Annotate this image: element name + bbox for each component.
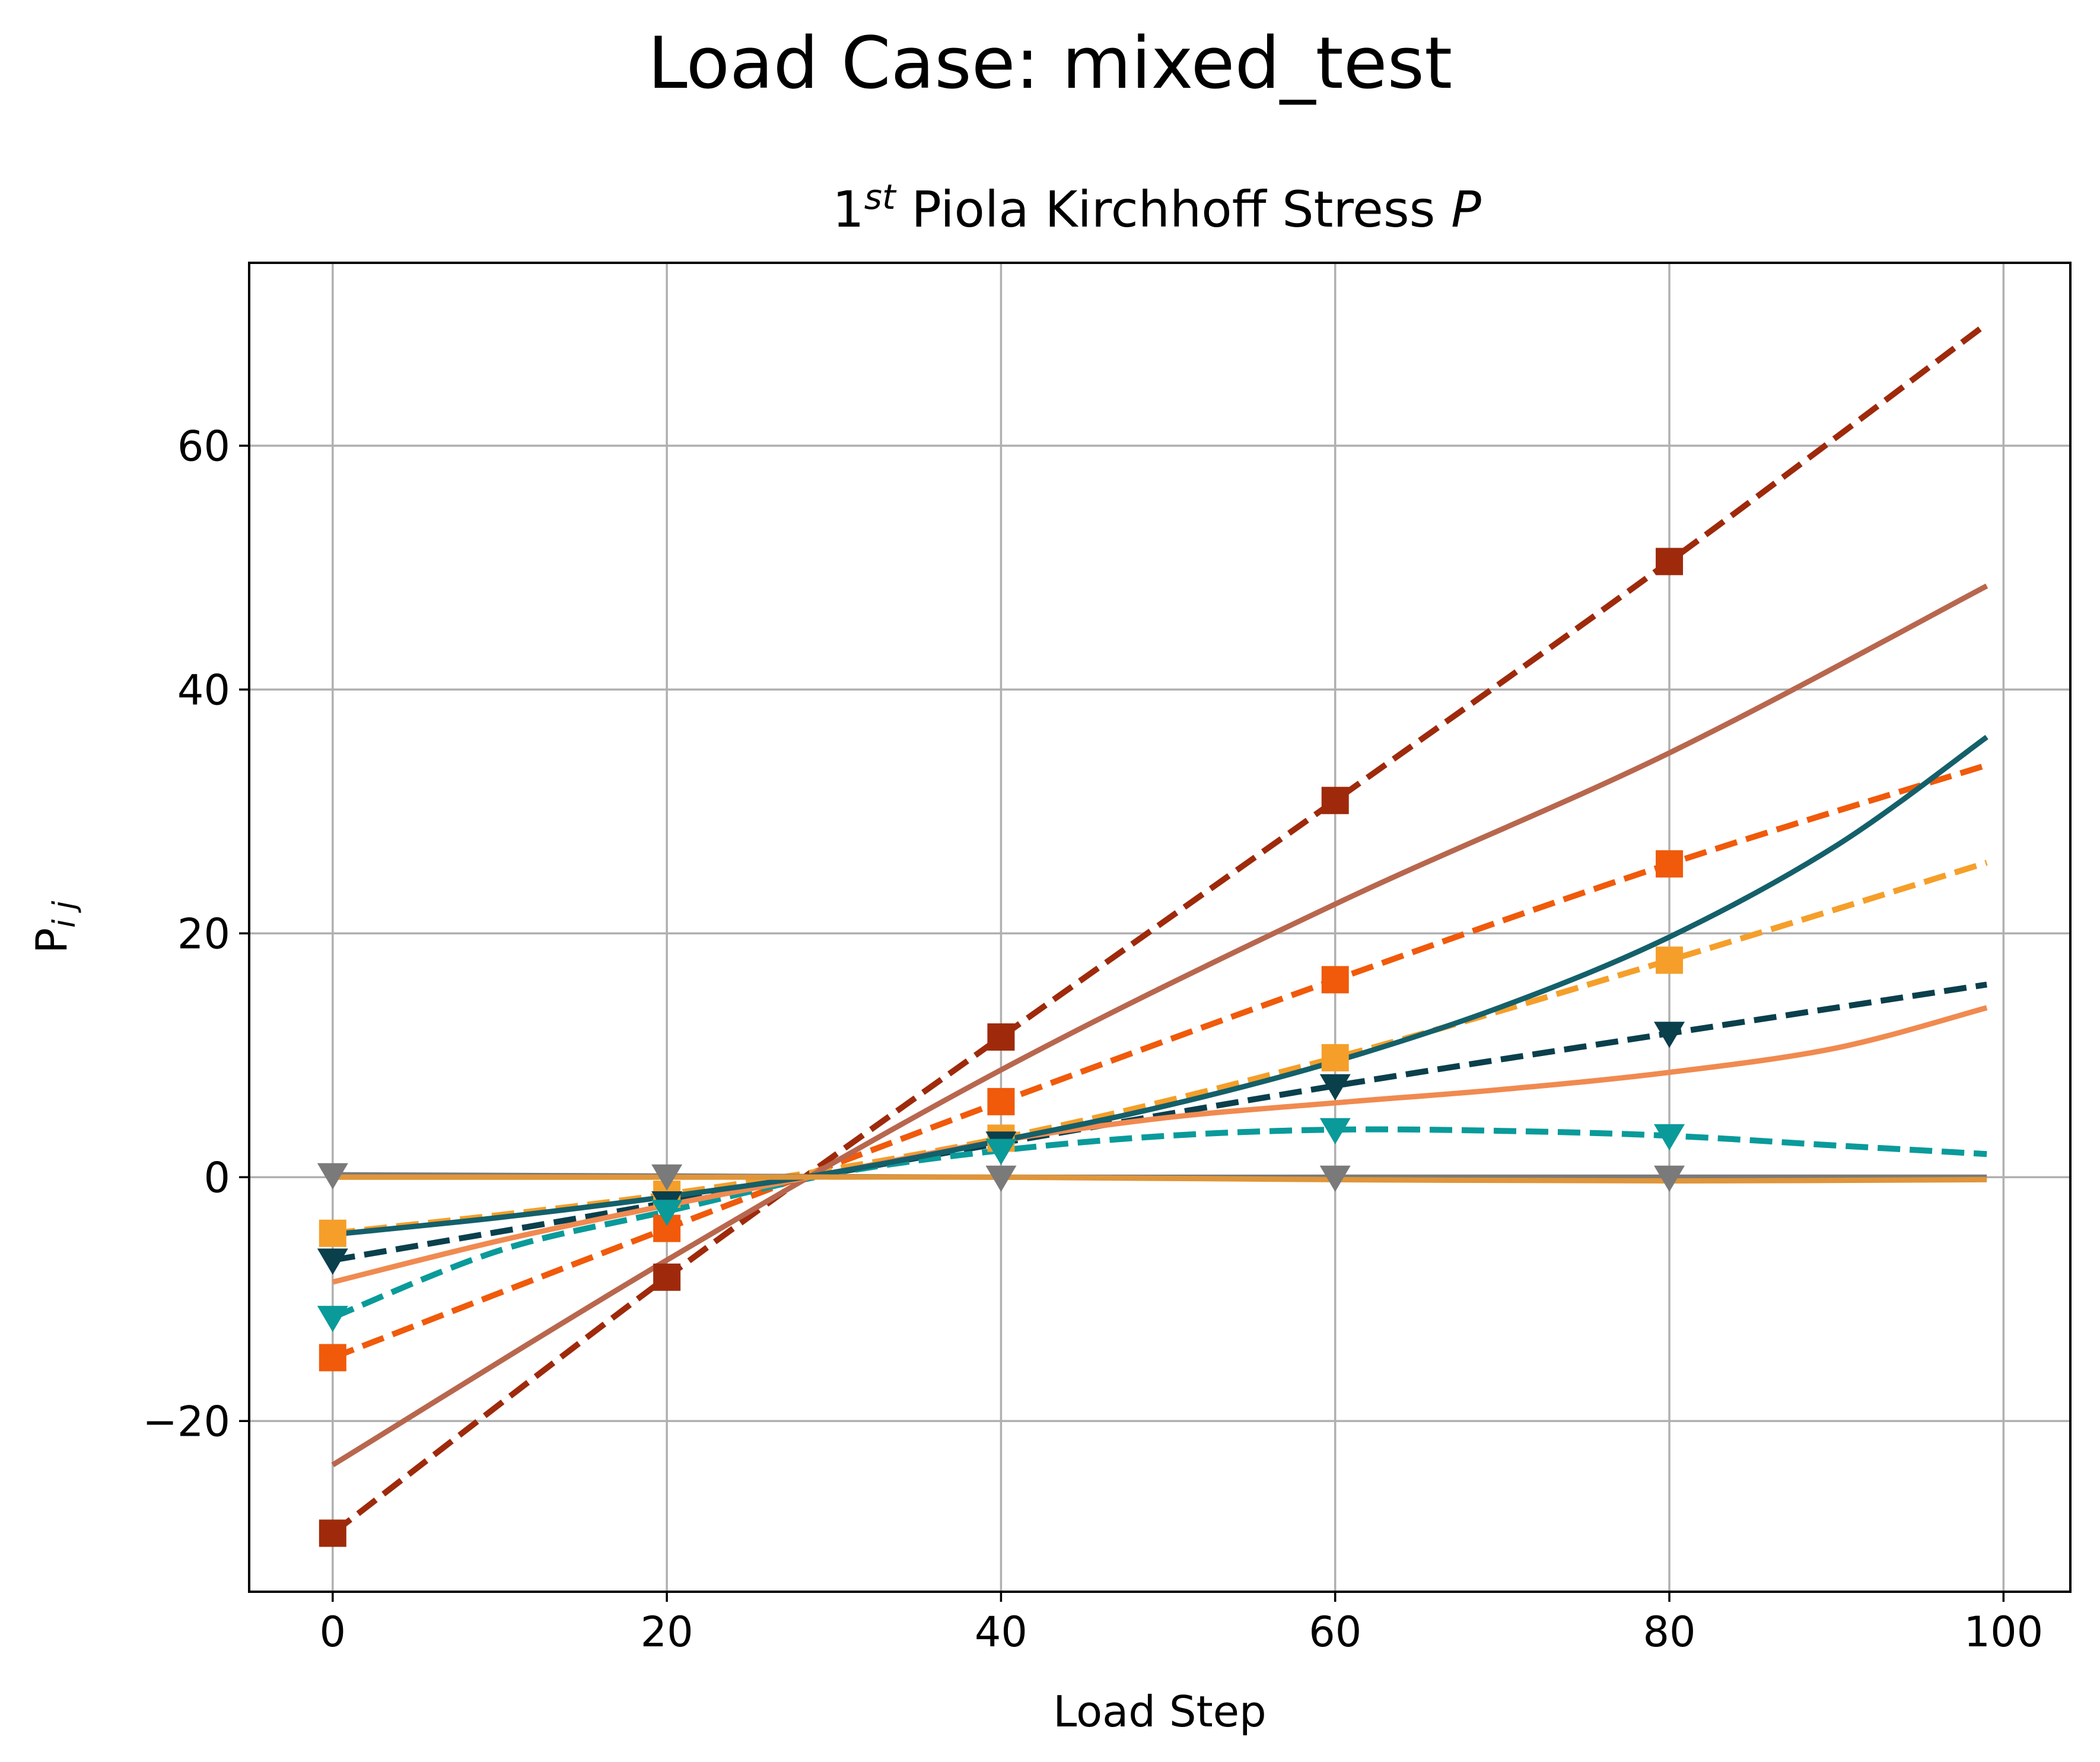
tick-layer: 0 20 40 60 80 100 −20 0 20 40 60: [142, 422, 2043, 1656]
figure-suptitle: Load Case: mixed_test: [648, 23, 1452, 105]
series-5-marker: [1654, 1124, 1685, 1151]
y-axis-label-subscript: i j: [47, 901, 82, 928]
series-1-marker: [319, 1519, 346, 1547]
series-4-marker: [1654, 1022, 1685, 1048]
chart-title: 1st Piola Kirchhoff Stress P: [832, 177, 1481, 238]
series-4-marker: [1319, 1074, 1351, 1101]
series-3-marker: [319, 1219, 346, 1247]
plot-frame: [248, 262, 2072, 1593]
x-tick-label: 0: [320, 1608, 346, 1656]
series-line-7: [331, 583, 1988, 1468]
series-line-8: [332, 1005, 1988, 1285]
series-6-marker: [651, 1164, 683, 1191]
series-line-9: [332, 734, 1988, 1238]
x-axis-label: Load Step: [1053, 1687, 1267, 1736]
y-tick-label: 60: [177, 422, 230, 470]
series-2-marker: [319, 1344, 346, 1372]
y-tick-label: 40: [177, 666, 230, 714]
grid-layer: [249, 263, 2070, 1592]
series-3-marker: [1656, 946, 1684, 974]
y-tick-label: 0: [203, 1153, 230, 1202]
series-line-4: [332, 981, 1987, 1263]
marker-layer: [317, 548, 1685, 1547]
x-tick-label: 100: [1964, 1608, 2044, 1656]
series-1-marker: [653, 1263, 681, 1291]
y-tick-label: −20: [142, 1397, 230, 1446]
x-tick-label: 60: [1309, 1608, 1361, 1656]
series-6-marker: [317, 1163, 348, 1189]
y-tick-label: 20: [177, 909, 230, 958]
series-5-marker: [317, 1306, 348, 1332]
series-line-1: [330, 321, 1989, 1536]
series-5-marker: [651, 1200, 683, 1226]
chart-title-rest: Piola Kirchhoff Stress: [896, 180, 1451, 238]
series-line-2: [332, 762, 1988, 1361]
x-tick-label: 20: [641, 1608, 693, 1656]
series-4-marker: [317, 1248, 348, 1275]
series-line-5: [331, 1126, 1987, 1321]
series-6-marker: [1654, 1165, 1685, 1192]
series-6-marker: [985, 1165, 1017, 1192]
x-tick-label: 40: [975, 1608, 1027, 1656]
series-6-marker: [1319, 1165, 1351, 1192]
series-1-marker: [1321, 787, 1349, 815]
series-5-marker: [1319, 1118, 1351, 1144]
chart-title-variable: P: [1451, 180, 1481, 238]
series-2-marker: [1321, 966, 1349, 994]
series-line-10: [332, 1174, 1987, 1184]
chart-title-base: 1: [832, 180, 864, 238]
series-1-marker: [987, 1023, 1015, 1051]
series-1-marker: [1656, 548, 1684, 575]
y-axis-label: Pi j: [27, 901, 82, 953]
series-2-marker: [1656, 850, 1684, 878]
series-2-marker: [987, 1087, 1015, 1115]
chart-title-superscript: st: [864, 177, 897, 217]
series-5-marker: [985, 1138, 1017, 1165]
series-layer: [330, 321, 1989, 1536]
y-axis-label-main: P: [27, 928, 77, 953]
series-3-marker: [1321, 1044, 1349, 1071]
x-tick-label: 80: [1643, 1608, 1695, 1656]
